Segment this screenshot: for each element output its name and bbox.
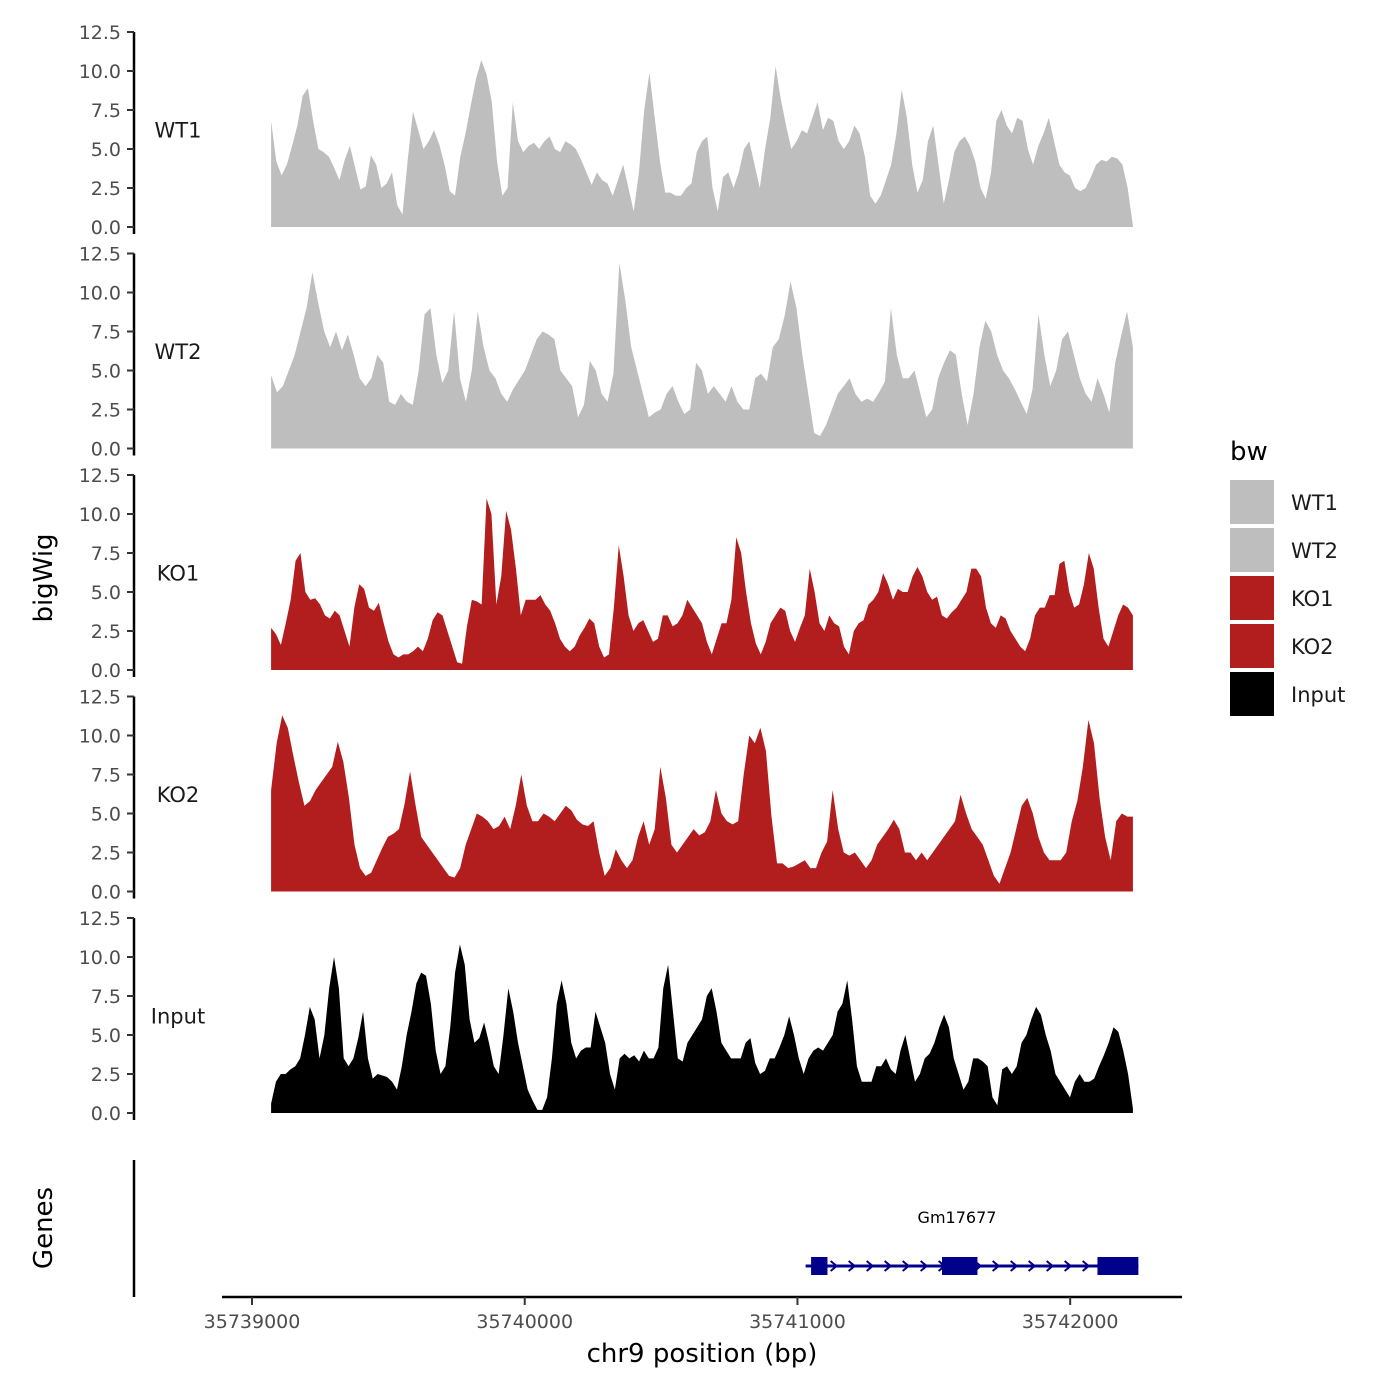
track-panel-wt1: 0.0 2.5 5.0 7.5 10.0 12.5 WT1 — [79, 22, 1133, 239]
x-tick-label: 35739000 — [204, 1311, 301, 1333]
y-tick-label: 0.0 — [91, 1103, 121, 1125]
x-tick-label: 35742000 — [1022, 1311, 1119, 1333]
y-tick-label: 2.5 — [91, 843, 121, 865]
strand-arrow-icon — [865, 1260, 875, 1272]
y-tick-label: 12.5 — [79, 244, 121, 266]
x-tick-label: 35740000 — [476, 1311, 573, 1333]
strand-arrow-icon — [991, 1260, 1001, 1272]
strand-arrow-icon — [1009, 1260, 1019, 1272]
y-tick-label: 7.5 — [91, 986, 121, 1008]
y-tick-label: 5.0 — [91, 582, 121, 604]
y-tick-label: 2.5 — [91, 178, 121, 200]
legend-label-input: Input — [1291, 683, 1345, 707]
legend-label-ko2: KO2 — [1291, 635, 1334, 659]
legend: WT1 WT2 KO1 KO2 Input — [1230, 480, 1345, 716]
legend-swatch-ko1 — [1230, 576, 1274, 620]
y-tick-label: 5.0 — [91, 361, 121, 383]
y-tick-label: 10.0 — [79, 947, 121, 969]
y-tick-label: 0.0 — [91, 660, 121, 682]
strand-arrow-icon — [829, 1260, 839, 1272]
gene-exon — [811, 1257, 828, 1275]
strand-arrow-icon — [1063, 1260, 1073, 1272]
x-axis-title: chr9 position (bp) — [587, 1339, 818, 1369]
area-wt1 — [271, 60, 1133, 227]
strand-arrow-icon — [1081, 1260, 1091, 1272]
area-ko2 — [271, 715, 1133, 892]
legend-label-wt2: WT2 — [1291, 539, 1338, 563]
y-tick-label: 7.5 — [91, 322, 121, 344]
x-tick-label: 35741000 — [749, 1311, 846, 1333]
y-tick-label: 5.0 — [91, 139, 121, 161]
strand-arrow-icon — [883, 1260, 893, 1272]
y-tick-label: 5.0 — [91, 1025, 121, 1047]
legend-label-ko1: KO1 — [1291, 587, 1334, 611]
legend-swatch-ko2 — [1230, 624, 1274, 668]
y-tick-label: 0.0 — [91, 882, 121, 904]
y-tick-label: 10.0 — [79, 726, 121, 748]
y-axis-title: bigWig — [29, 533, 59, 622]
y-tick-label: 2.5 — [91, 621, 121, 643]
track-label-wt1: WT1 — [155, 118, 202, 142]
legend-swatch-input — [1230, 672, 1274, 716]
y-tick-label: 12.5 — [79, 687, 121, 709]
track-label-ko2: KO2 — [157, 783, 200, 807]
x-axis: 35739000 35740000 35741000 35742000 — [204, 1295, 1182, 1333]
area-wt2 — [271, 262, 1133, 449]
area-ko1 — [271, 498, 1133, 670]
track-panel-ko2: 0.0 2.5 5.0 7.5 10.0 12.5 KO2 — [79, 687, 1133, 904]
gene-exon — [942, 1257, 978, 1275]
genes-track: Gm17677 — [132, 1160, 1139, 1297]
gene-label: Gm17677 — [918, 1208, 997, 1227]
track-panel-input: 0.0 2.5 5.0 7.5 10.0 12.5 Input — [79, 908, 1133, 1125]
y-tick-label: 12.5 — [79, 908, 121, 930]
legend-label-wt1: WT1 — [1291, 491, 1338, 515]
y-tick-label: 10.0 — [79, 61, 121, 83]
area-input — [271, 944, 1133, 1113]
y-tick-label: 2.5 — [91, 400, 121, 422]
y-tick-label: 12.5 — [79, 465, 121, 487]
y-tick-label: 12.5 — [79, 22, 121, 44]
strand-arrow-icon — [919, 1260, 929, 1272]
y-tick-label: 7.5 — [91, 765, 121, 787]
y-tick-label: 7.5 — [91, 543, 121, 565]
y-tick-label: 5.0 — [91, 804, 121, 826]
track-label-ko1: KO1 — [157, 561, 200, 585]
track-label-wt2: WT2 — [155, 340, 202, 364]
gene-exon — [1097, 1257, 1139, 1275]
strand-arrow-icon — [901, 1260, 911, 1272]
track-panel-wt2: 0.0 2.5 5.0 7.5 10.0 12.5 WT2 — [79, 244, 1133, 461]
y-tick-label: 0.0 — [91, 439, 121, 461]
genes-axis-title: Genes — [29, 1187, 59, 1269]
y-tick-label: 10.0 — [79, 504, 121, 526]
legend-swatch-wt1 — [1230, 480, 1274, 524]
track-panel-ko1: 0.0 2.5 5.0 7.5 10.0 12.5 KO1 — [79, 465, 1133, 682]
strand-arrow-icon — [1027, 1260, 1037, 1272]
track-label-input: Input — [151, 1004, 205, 1028]
strand-arrow-icon — [847, 1260, 857, 1272]
y-tick-label: 2.5 — [91, 1064, 121, 1086]
y-tick-label: 10.0 — [79, 283, 121, 305]
legend-title: bw — [1230, 437, 1268, 467]
tracks-layer: 0.0 2.5 5.0 7.5 10.0 12.5 WT1 0.0 2.5 5.0 7.5 10.0 1… — [79, 22, 1133, 1125]
legend-swatch-wt2 — [1230, 528, 1274, 572]
y-tick-label: 0.0 — [91, 217, 121, 239]
strand-arrow-icon — [1045, 1260, 1055, 1272]
y-tick-label: 7.5 — [91, 100, 121, 122]
